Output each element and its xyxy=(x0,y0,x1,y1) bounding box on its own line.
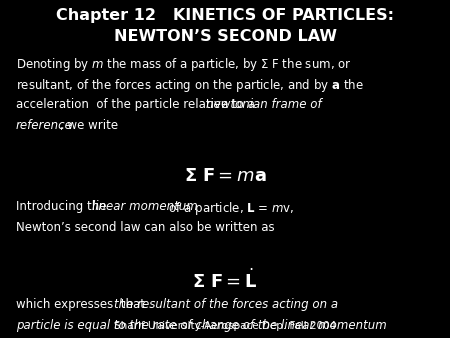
Text: linear momentum: linear momentum xyxy=(92,200,198,213)
Text: Introducing the: Introducing the xyxy=(16,200,110,213)
Text: the resultant of the forces acting on a: the resultant of the forces acting on a xyxy=(114,298,338,311)
Text: newtonian frame of: newtonian frame of xyxy=(206,98,322,111)
Text: which expresses  that: which expresses that xyxy=(16,298,149,311)
Text: of a particle, $\mathbf{L}$ = $m$v,: of a particle, $\mathbf{L}$ = $m$v, xyxy=(165,200,294,217)
Text: NEWTON’S SECOND LAW: NEWTON’S SECOND LAW xyxy=(113,29,337,44)
Text: $\mathbf{\Sigma}\ \mathbf{F} = m\mathbf{a}$: $\mathbf{\Sigma}\ \mathbf{F} = m\mathbf{… xyxy=(184,167,266,185)
Text: , we write: , we write xyxy=(60,119,118,131)
Text: particle is equal to the rate of change of the linear momentum: particle is equal to the rate of change … xyxy=(16,319,387,332)
Text: reference: reference xyxy=(16,119,72,131)
Text: acceleration  of the particle relative to a: acceleration of the particle relative to… xyxy=(16,98,258,111)
Text: Chapter 12   KINETICS OF PARTICLES:: Chapter 12 KINETICS OF PARTICLES: xyxy=(56,8,394,23)
Text: Newton’s second law can also be written as: Newton’s second law can also be written … xyxy=(16,221,274,234)
Text: Sharif University-Aerospace Dep. Fall 2004: Sharif University-Aerospace Dep. Fall 20… xyxy=(114,320,336,331)
Text: Denoting by $m$ the mass of a particle, by $\Sigma$ F the sum, or: Denoting by $m$ the mass of a particle, … xyxy=(16,56,351,73)
Text: resultant, of the forces acting on the particle, and by $\mathbf{a}$ the: resultant, of the forces acting on the p… xyxy=(16,77,364,94)
Text: $\mathbf{\Sigma}\ \mathbf{F} = \dot{\mathbf{L}}$: $\mathbf{\Sigma}\ \mathbf{F} = \dot{\mat… xyxy=(192,269,258,292)
